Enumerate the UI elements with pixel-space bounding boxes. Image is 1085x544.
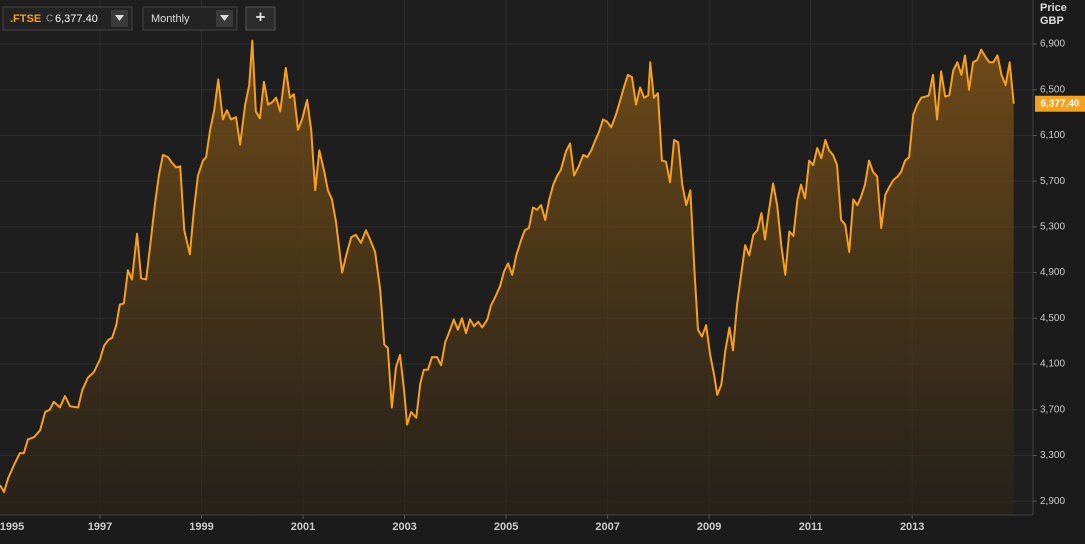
x-tick-label: 1999 <box>189 521 213 533</box>
x-tick-label: 1995 <box>0 521 24 533</box>
y-tick-label: 6,100 <box>1040 130 1065 141</box>
symbol: .FTSE <box>10 13 41 25</box>
symbol-box[interactable] <box>2 6 133 31</box>
x-tick-label: 2011 <box>799 521 823 533</box>
y-tick-label: 6,500 <box>1040 84 1065 95</box>
x-tick-label: 2003 <box>392 521 416 533</box>
x-tick-label: 2007 <box>595 521 619 533</box>
area-fill <box>0 40 1014 515</box>
interval: Monthly <box>151 13 190 25</box>
y-axis-panel <box>1033 0 1085 544</box>
x-tick-label: 2013 <box>900 521 924 533</box>
y-axis-unit: GBP <box>1040 15 1064 27</box>
dropdown-arrow <box>220 15 229 21</box>
y-tick-label: 3,700 <box>1040 404 1065 415</box>
add-button[interactable] <box>245 6 276 31</box>
y-tick-label: 6,900 <box>1040 39 1065 50</box>
y-tick-label: 3,300 <box>1040 450 1065 461</box>
add-icon: + <box>256 7 266 26</box>
dropdown-arrow <box>115 15 124 21</box>
y-tick-label: 2,900 <box>1040 496 1065 507</box>
x-tick-label: 2009 <box>697 521 721 533</box>
y-tick-label: 4,500 <box>1040 313 1065 324</box>
close-prefix: C <box>46 14 53 25</box>
y-axis-label: Price <box>1040 2 1067 14</box>
y-tick-label: 4,900 <box>1040 267 1065 278</box>
y-tick-label: 5,700 <box>1040 176 1065 187</box>
price-line <box>0 39 1015 494</box>
x-tick-label: 2005 <box>494 521 518 533</box>
last-price-tag <box>1035 95 1085 112</box>
interval-box[interactable] <box>142 6 238 31</box>
last-price-label: 6,377.40 <box>1041 98 1080 109</box>
y-tick-label: 4,100 <box>1040 359 1065 370</box>
x-tick-label: 2001 <box>291 521 315 533</box>
close-value: 6,377.40 <box>55 13 98 25</box>
x-tick-label: 1997 <box>88 521 112 533</box>
y-tick-label: 5,300 <box>1040 222 1065 233</box>
